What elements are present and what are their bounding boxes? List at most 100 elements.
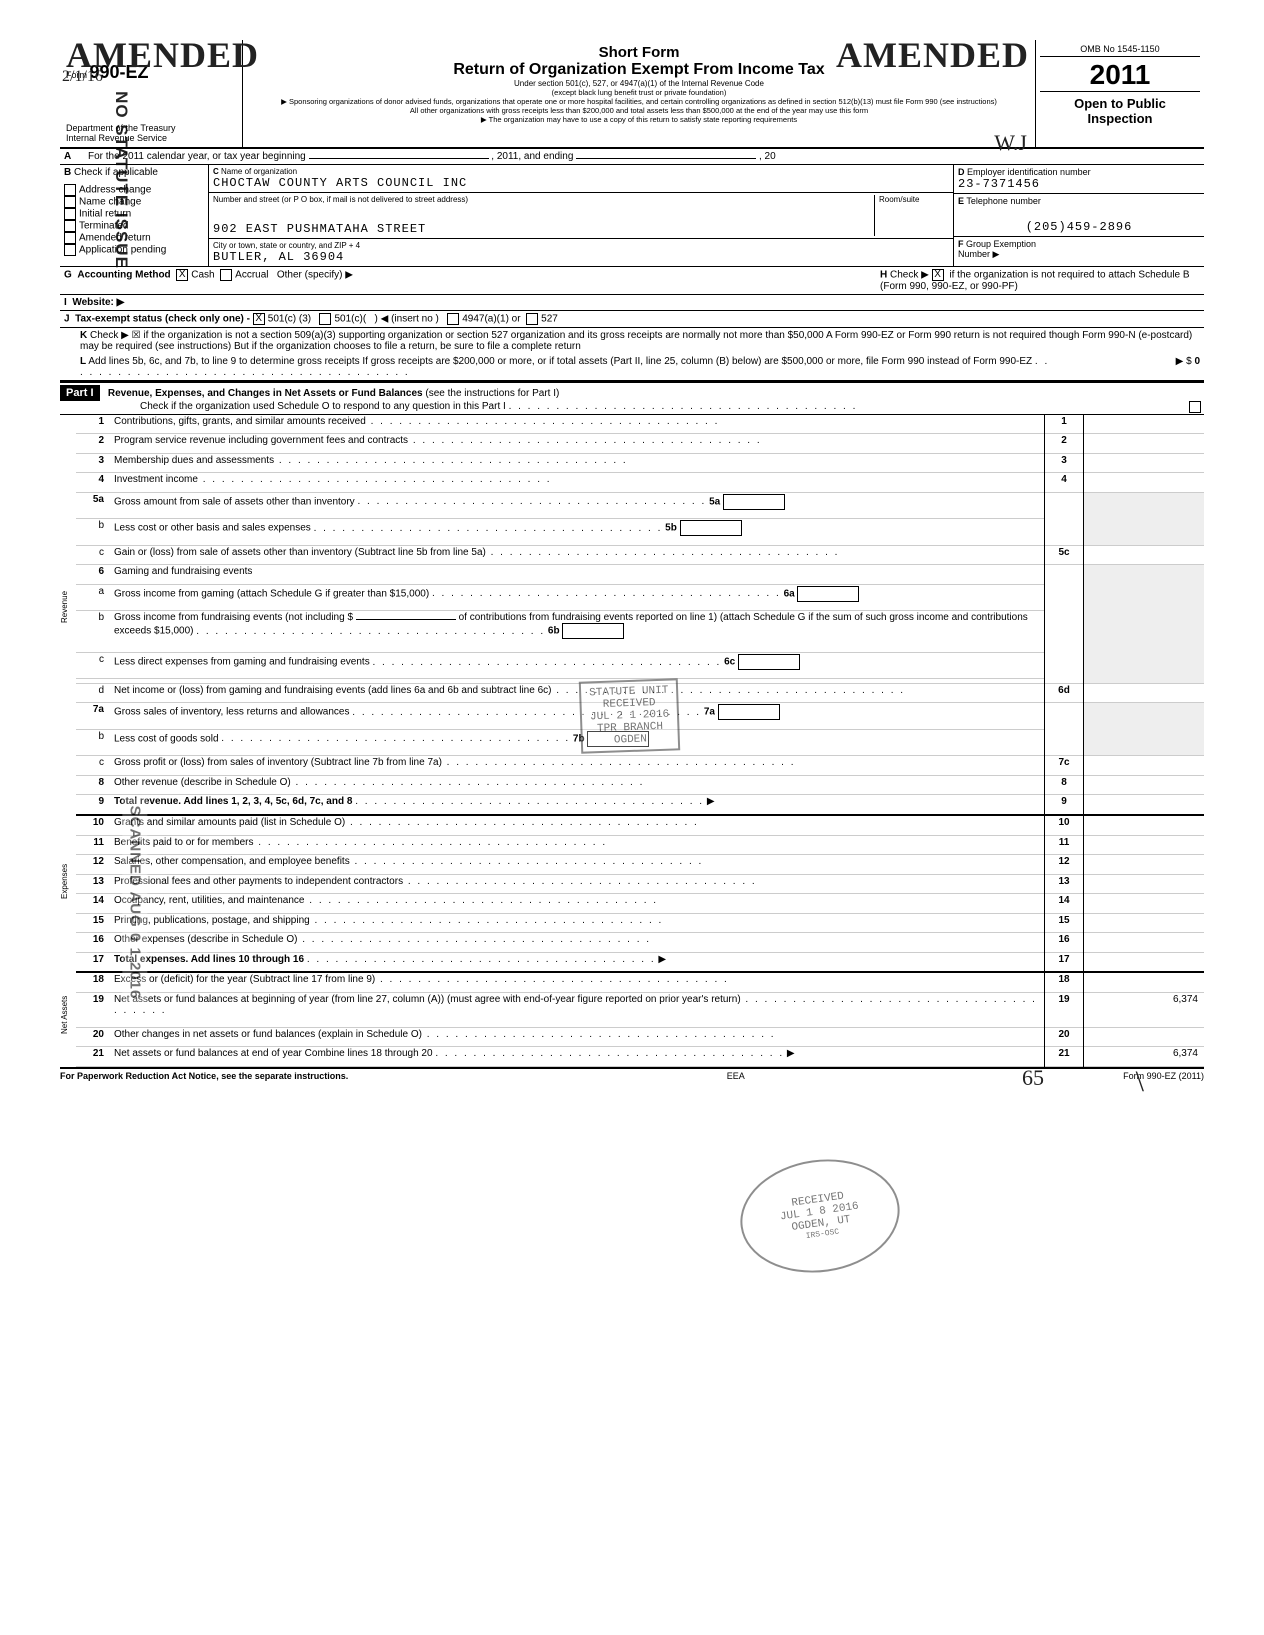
- note2: All other organizations with gross recei…: [251, 106, 1027, 115]
- line-10: 10Grants and similar amounts paid (list …: [76, 815, 1204, 835]
- handwritten-date: 2/1/16: [62, 68, 103, 86]
- cb-name-change[interactable]: [64, 196, 76, 208]
- line-4: 4Investment income4: [76, 473, 1204, 493]
- signature-mark: W.J: [994, 130, 1027, 156]
- line-21: 21Net assets or fund balances at end of …: [76, 1047, 1204, 1067]
- line-8: 8Other revenue (describe in Schedule O)8: [76, 775, 1204, 795]
- line-12: 12Salaries, other compensation, and empl…: [76, 855, 1204, 875]
- part1-heading-note: (see the instructions for Part I): [425, 388, 559, 399]
- line-19: 19Net assets or fund balances at beginni…: [76, 992, 1204, 1027]
- org-name: CHOCTAW COUNTY ARTS COUNCIL INC: [213, 176, 949, 190]
- c-name-label: Name of organization: [221, 167, 297, 176]
- line-l-amt: 0: [1194, 356, 1200, 367]
- section-c: C Name of organization CHOCTAW COUNTY AR…: [209, 165, 954, 266]
- line-k-text: Check ▶ ☒ if the organization is not a s…: [80, 330, 1192, 352]
- line-j: J Tax-exempt status (check only one) - X…: [60, 311, 1204, 328]
- cb-cash[interactable]: X: [176, 269, 188, 281]
- part1-header: Part I Revenue, Expenses, and Changes in…: [60, 381, 1204, 415]
- sub2: (except black lung benefit trust or priv…: [251, 88, 1027, 97]
- side-expenses: Expenses: [60, 799, 76, 963]
- line-g-h: G Accounting Method XCash Accrual Other …: [60, 267, 1204, 295]
- footer-mid: EEA: [727, 1071, 745, 1081]
- g-other: Other (specify) ▶: [277, 270, 353, 281]
- form-990ez-page: NO STATUTE ISSUE SCANNED AUG 0 1 2016 AM…: [60, 40, 1204, 1081]
- note1: ▶ Sponsoring organizations of donor advi…: [251, 97, 1027, 106]
- line-18: 18Excess or (deficit) for the year (Subt…: [76, 972, 1204, 992]
- cb-527[interactable]: [526, 313, 538, 325]
- line-6b: bGross income from fundraising events (n…: [76, 611, 1204, 653]
- handwritten-65: 65: [1022, 1065, 1044, 1091]
- line-5c: cGain or (loss) from sale of assets othe…: [76, 545, 1204, 565]
- line-l-amt-label: ▶ $: [1176, 356, 1192, 367]
- open-inspection: Open to Public Inspection: [1040, 91, 1200, 126]
- room-suite-label: Room/suite: [874, 195, 949, 236]
- dept-irs: Internal Revenue Service: [66, 133, 236, 143]
- line-7c: cGross profit or (loss) from sales of in…: [76, 756, 1204, 776]
- line-17: 17Total expenses. Add lines 10 through 1…: [76, 952, 1204, 972]
- handwritten-slash: \: [1136, 1065, 1144, 1099]
- cb-4947[interactable]: [447, 313, 459, 325]
- line-6c: cLess direct expenses from gaming and fu…: [76, 653, 1204, 679]
- c-city-label: City or town, state or country, and ZIP …: [213, 241, 949, 250]
- section-def: D Employer identification number 23-7371…: [954, 165, 1204, 266]
- line-i: I Website: ▶: [60, 295, 1204, 311]
- dept-treasury: Department of the Treasury: [66, 123, 236, 133]
- tax-year: 2011: [1040, 59, 1200, 91]
- d-label: Employer identification number: [967, 167, 1091, 177]
- line-k: K Check ▶ ☒ if the organization is not a…: [60, 328, 1204, 354]
- footer-left: For Paperwork Reduction Act Notice, see …: [60, 1071, 348, 1081]
- part1-check-line: Check if the organization used Schedule …: [140, 401, 506, 412]
- cb-amended-return[interactable]: [64, 232, 76, 244]
- line-2: 2Program service revenue including gover…: [76, 434, 1204, 454]
- g-label: Accounting Method: [77, 270, 170, 281]
- f-label2: Number ▶: [958, 249, 1200, 260]
- line-11: 11Benefits paid to or for members11: [76, 835, 1204, 855]
- line-14: 14Occupancy, rent, utilities, and mainte…: [76, 894, 1204, 914]
- phone-value: (205)459-2896: [958, 220, 1200, 234]
- cb-schedule-b[interactable]: X: [932, 269, 944, 281]
- cb-schedule-o-part1[interactable]: [1189, 401, 1201, 413]
- subtitle: Under section 501(c), 527, or 4947(a)(1)…: [251, 79, 1027, 88]
- received-stamp-1: STATUTE UNIT RECEIVED JUL 2 1 2016 TPR B…: [579, 678, 681, 753]
- cb-501c3[interactable]: X: [253, 313, 265, 325]
- omb-number: OMB No 1545-1150: [1040, 44, 1200, 57]
- e-label: Telephone number: [966, 196, 1041, 206]
- website-label: Website: ▶: [72, 297, 124, 308]
- form-id-box: AMENDED Form 990-EZ 2/1/16 Department of…: [60, 40, 243, 147]
- c-addr-label: Number and street (or P O box, if mail i…: [213, 195, 874, 204]
- part1-label: Part I: [60, 385, 100, 401]
- form-header: AMENDED Form 990-EZ 2/1/16 Department of…: [60, 40, 1204, 149]
- f-label: Group Exemption: [966, 239, 1036, 249]
- section-b: B Check if applicable Address change Nam…: [60, 165, 209, 266]
- line-6a: aGross income from gaming (attach Schedu…: [76, 584, 1204, 610]
- cb-initial-return[interactable]: [64, 208, 76, 220]
- ein-value: 23-7371456: [958, 177, 1200, 191]
- org-city: BUTLER, AL 36904: [213, 250, 949, 264]
- line-a: A For the 2011 calendar year, or tax yea…: [60, 149, 1204, 165]
- line-5a: 5aGross amount from sale of assets other…: [76, 492, 1204, 518]
- cb-501c[interactable]: [319, 313, 331, 325]
- cb-application-pending[interactable]: [64, 244, 76, 256]
- cb-accrual[interactable]: [220, 269, 232, 281]
- side-revenue: Revenue: [60, 415, 76, 799]
- amended-stamp-right: AMENDED: [836, 34, 1029, 76]
- cb-terminated[interactable]: [64, 220, 76, 232]
- entity-block: B Check if applicable Address change Nam…: [60, 165, 1204, 267]
- line-20: 20Other changes in net assets or fund ba…: [76, 1027, 1204, 1047]
- line-15: 15Printing, publications, postage, and s…: [76, 913, 1204, 933]
- j-label: Tax-exempt status (check only one) -: [75, 314, 250, 325]
- cb-address-change[interactable]: [64, 184, 76, 196]
- line-5b: bLess cost or other basis and sales expe…: [76, 519, 1204, 545]
- note3: ▶ The organization may have to use a cop…: [251, 115, 1027, 124]
- line-a-text-b: , 2011, and ending: [491, 151, 573, 162]
- scanned-stamp: SCANNED AUG 0 1 2016: [122, 798, 147, 1008]
- line-1: 1Contributions, gifts, grants, and simil…: [76, 415, 1204, 434]
- line-9: 9Total revenue. Add lines 1, 2, 3, 4, 5c…: [76, 795, 1204, 815]
- h-text: Check ▶: [890, 270, 929, 281]
- org-street: 902 EAST PUSHMATAHA STREET: [213, 222, 874, 236]
- line-6: 6Gaming and fundraising events: [76, 565, 1204, 585]
- title-box: AMENDED Short Form Return of Organizatio…: [243, 40, 1036, 147]
- line-l: L Add lines 5b, 6c, and 7b, to line 9 to…: [60, 354, 1204, 381]
- line-3: 3Membership dues and assessments3: [76, 453, 1204, 473]
- line-l-text: Add lines 5b, 6c, and 7b, to line 9 to d…: [88, 356, 1032, 367]
